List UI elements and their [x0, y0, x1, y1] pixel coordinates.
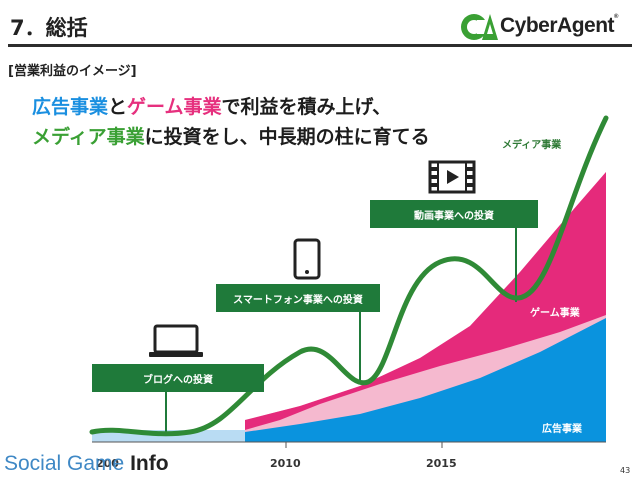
logo-registered-mark: ®: [614, 14, 618, 20]
headline-and: と: [108, 96, 128, 118]
callout-blog-investment: ブログへの投資: [92, 364, 264, 392]
x-tick-label-2015: 2015: [426, 457, 457, 470]
total-profit-curve: [89, 115, 609, 437]
series-label-media: メディア事業: [502, 140, 562, 151]
ad-area: [245, 318, 606, 442]
callout-video-label: 動画事業への投資: [414, 210, 494, 222]
headline-invest-text: に投資をし、中長期の柱に育てる: [144, 126, 430, 148]
headline-game-business: ゲーム事業: [127, 96, 222, 118]
slide-subtitle: [営業利益のイメージ]: [8, 64, 137, 79]
x-tick-label-2010: 2010: [270, 457, 301, 470]
headline-line-1: 広告事業とゲーム事業で利益を積み上げ、: [32, 92, 391, 119]
headline-profit-text: で利益を積み上げ、: [221, 96, 392, 118]
watermark-text-info: Info: [130, 452, 169, 475]
headline-line-2: メディア事業に投資をし、中長期の柱に育てる: [32, 122, 430, 149]
callout-blog-label: ブログへの投資: [143, 374, 213, 386]
callout-smartphone-label: スマートフォン事業への投資: [233, 294, 363, 306]
title-divider: [8, 44, 632, 47]
cyberagent-logo: CyberAgent®: [460, 10, 636, 44]
game-area: [245, 172, 606, 430]
headline-media-business: メディア事業: [32, 126, 145, 148]
slide-title: 7．総括: [10, 16, 88, 40]
video-icon: [428, 160, 476, 194]
social-game-info-watermark: Social Game Info: [4, 452, 169, 476]
series-label-ad: 広告事業: [542, 424, 582, 435]
watermark-text-social-game: Social Game: [4, 452, 131, 475]
headline-ad-business: 広告事業: [32, 96, 109, 118]
callout-video-investment: 動画事業への投資: [370, 200, 538, 228]
smartphone-icon: [293, 238, 321, 280]
x-tick-label-0: 200: [96, 457, 119, 470]
callout-smartphone-investment: スマートフォン事業への投資: [216, 284, 380, 312]
page-number: 43: [620, 466, 631, 475]
laptop-icon: [149, 324, 203, 357]
logo-text: CyberAgent: [500, 14, 615, 37]
series-label-game: ゲーム事業: [530, 308, 580, 319]
cyberagent-logo-mark-icon: [461, 14, 498, 40]
